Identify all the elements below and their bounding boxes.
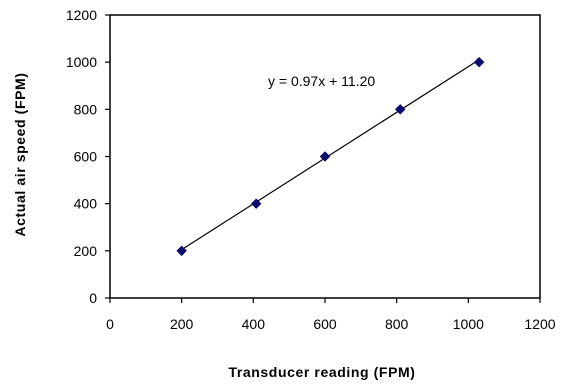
y-tick-label: 200 bbox=[74, 243, 98, 259]
y-tick-label: 1000 bbox=[66, 54, 97, 70]
x-axis-ticks: 0 200 400 600 800 1000 1200 bbox=[106, 298, 556, 332]
data-point bbox=[250, 198, 262, 210]
x-tick-label: 600 bbox=[313, 316, 337, 332]
x-tick-label: 400 bbox=[242, 316, 266, 332]
data-points bbox=[176, 56, 485, 257]
y-tick-label: 1200 bbox=[66, 7, 97, 23]
x-tick-label: 1200 bbox=[524, 316, 555, 332]
trend-line bbox=[181, 59, 480, 251]
data-point bbox=[473, 56, 485, 68]
y-tick-label: 0 bbox=[89, 290, 97, 306]
y-axis-ticks: 0 200 400 600 800 1000 1200 bbox=[66, 7, 110, 306]
x-tick-label: 800 bbox=[385, 316, 409, 332]
y-axis-title: Actual air speed (FPM) bbox=[12, 72, 28, 236]
x-axis-title: Transducer reading (FPM) bbox=[228, 364, 415, 380]
y-tick-label: 800 bbox=[74, 101, 98, 117]
y-tick-label: 600 bbox=[74, 149, 98, 165]
y-tick-label: 400 bbox=[74, 196, 98, 212]
data-point bbox=[176, 245, 188, 257]
trendline-equation: y = 0.97x + 11.20 bbox=[268, 73, 375, 89]
data-point bbox=[394, 103, 406, 115]
x-tick-label: 1000 bbox=[453, 316, 484, 332]
data-point bbox=[319, 151, 331, 162]
x-tick-label: 200 bbox=[170, 316, 194, 332]
x-tick-label: 0 bbox=[106, 316, 114, 332]
